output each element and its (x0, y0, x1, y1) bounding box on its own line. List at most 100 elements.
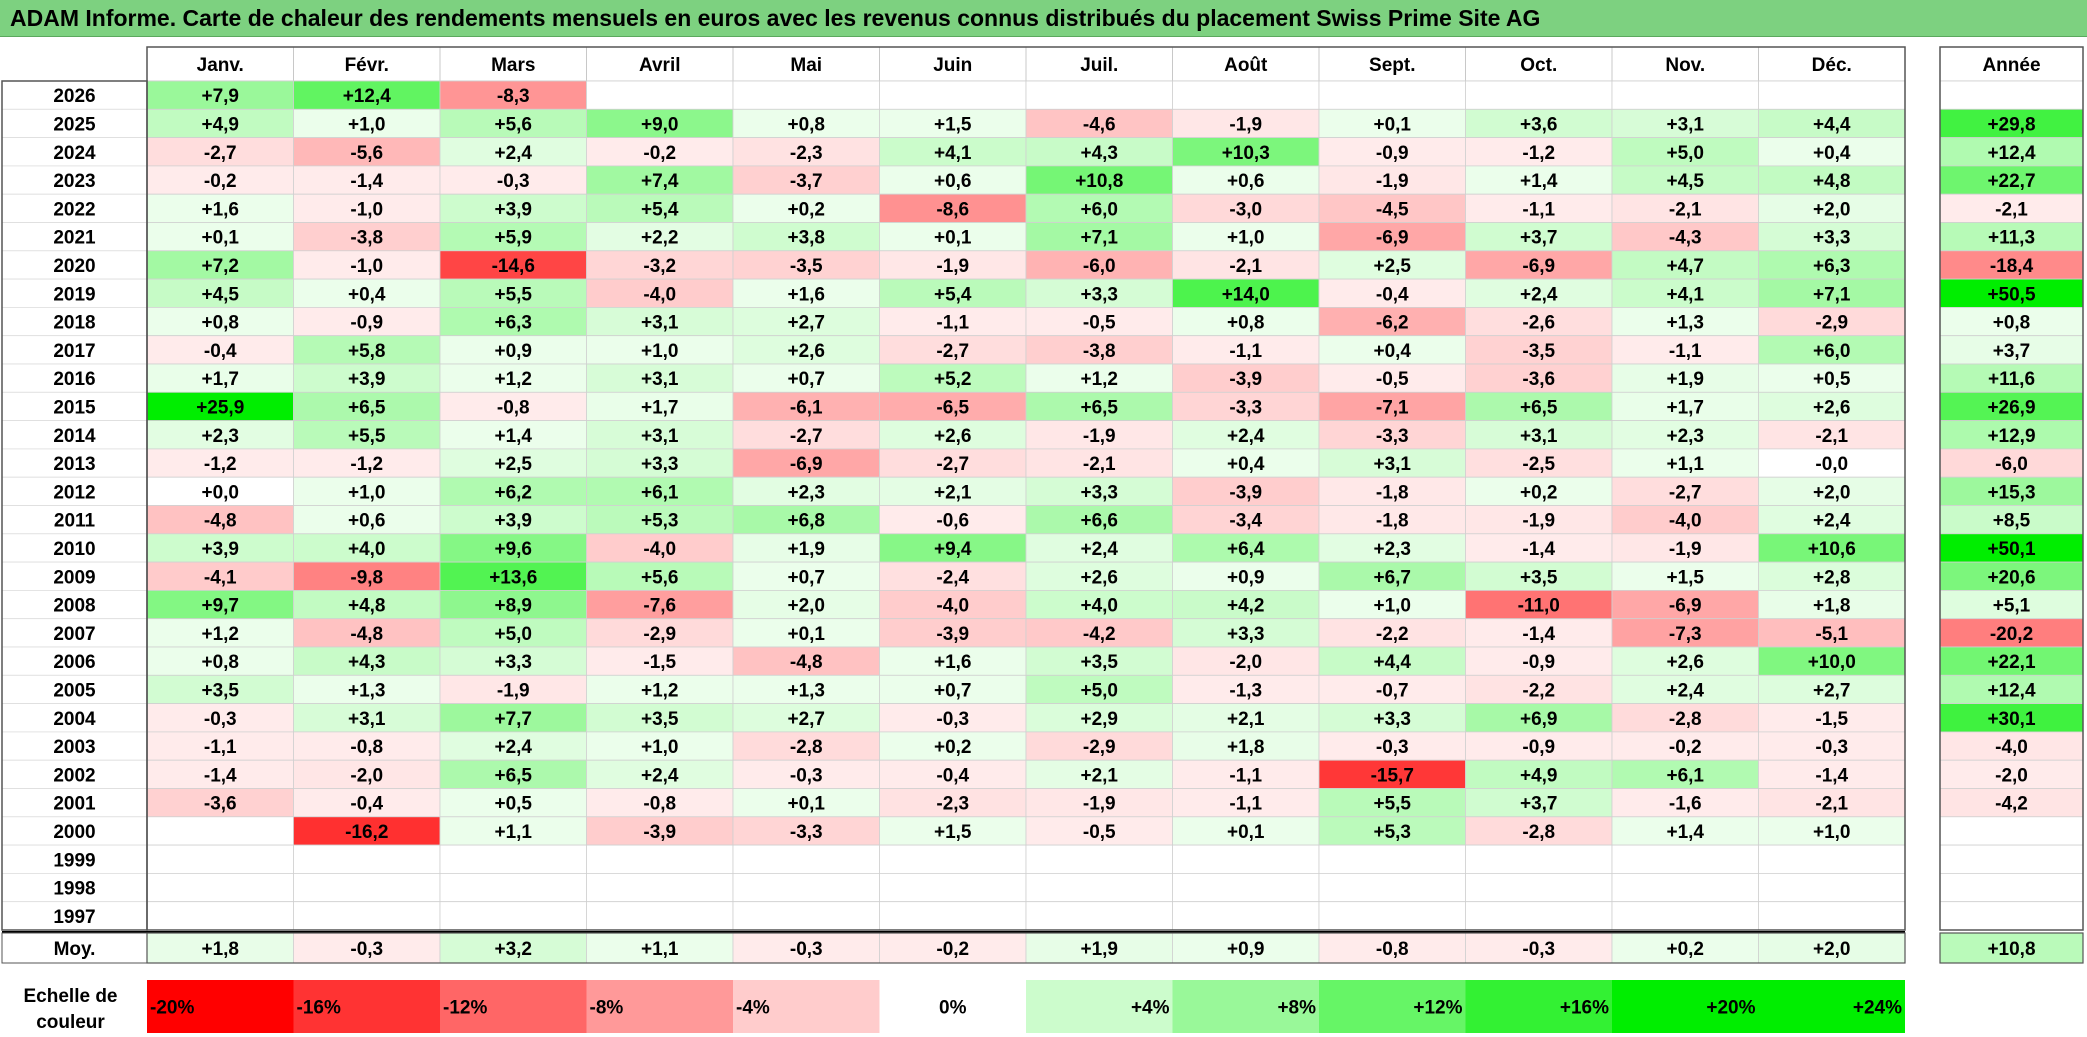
color-scale-label-value: +16% (1560, 998, 1609, 1019)
annual-value: -6,0 (1995, 454, 2028, 475)
annual-cell (1939, 901, 2084, 931)
annual-value: +50,5 (1987, 284, 2036, 305)
heatmap-cell (1172, 363, 1320, 393)
cell-value: +7,9 (201, 86, 239, 107)
heatmap-cell (439, 646, 587, 676)
heatmap-cell (586, 561, 734, 591)
heatmap-cell (1025, 193, 1173, 223)
cell-value: +3,3 (1813, 228, 1851, 249)
heatmap-cell (1318, 901, 1466, 931)
average-value: +1,1 (641, 939, 679, 960)
heatmap-cell (439, 788, 587, 818)
cell-value: +4,3 (348, 652, 386, 673)
cell-value: -1,4 (350, 171, 383, 192)
cell-value: -2,7 (936, 454, 969, 475)
annual-value: -20,2 (1990, 624, 2033, 645)
heatmap-cell (879, 703, 1027, 733)
heatmap-cell (1758, 901, 1906, 931)
cell-value: +14,0 (1222, 284, 1270, 305)
heatmap-cell (439, 250, 587, 280)
cell-value: +3,3 (494, 652, 532, 673)
heatmap-cell (439, 873, 587, 903)
cell-value: +5,4 (641, 199, 679, 220)
annual-value: -4,2 (1995, 794, 2028, 815)
cell-value: -3,3 (790, 822, 823, 843)
cell-value: +6,8 (787, 511, 825, 532)
cell-value: +6,0 (1813, 341, 1851, 362)
cell-value: +3,9 (348, 369, 386, 390)
average-cell (586, 932, 734, 964)
cell-value: -14,6 (492, 256, 535, 277)
cell-value: -1,5 (1815, 709, 1848, 730)
cell-value: +7,1 (1813, 284, 1851, 305)
heatmap-cell (439, 674, 587, 704)
average-value: -0,3 (350, 939, 383, 960)
cell-value: -6,9 (1669, 596, 1702, 617)
heatmap-cell (879, 448, 1027, 478)
year-label-cell (1, 448, 148, 478)
year-label-cell (1, 505, 148, 535)
year-label: 2018 (53, 313, 95, 334)
heatmap-cell (439, 759, 587, 789)
cell-value: +5,6 (494, 114, 532, 135)
annual-value: +50,1 (1987, 539, 2036, 560)
year-label: 2020 (53, 256, 95, 277)
heatmap-cell (1172, 448, 1320, 478)
cell-value: -3,3 (1229, 397, 1262, 418)
heatmap-cell (732, 618, 880, 648)
heatmap-cell (146, 816, 294, 846)
color-scale-swatch (293, 980, 440, 1033)
heatmap-cell (1758, 505, 1906, 535)
month-header: Déc. (1812, 55, 1852, 76)
cell-value: +3,3 (1373, 709, 1411, 730)
cell-value: +0,1 (1373, 114, 1411, 135)
color-scale-swatch (1758, 980, 1905, 1033)
annual-cell (1939, 391, 2084, 421)
month-header-cell (1611, 46, 1759, 82)
annual-cell (1939, 759, 2084, 789)
cell-value: +0,6 (934, 171, 972, 192)
heatmap-cell (1318, 505, 1466, 535)
heatmap-cell (1758, 108, 1906, 139)
average-frame (146, 932, 1906, 964)
cell-value: +3,1 (1373, 454, 1411, 475)
average-cell (1025, 932, 1173, 964)
cell-value: +4,7 (1666, 256, 1704, 277)
cell-value: +3,7 (1520, 228, 1558, 249)
cell-value: -1,1 (936, 313, 969, 334)
cell-value: +2,0 (1813, 199, 1851, 220)
cell-value: +0,7 (787, 567, 825, 588)
heatmap-cell (1611, 759, 1759, 789)
cell-value: -1,2 (1522, 143, 1555, 164)
heatmap-cell (1611, 674, 1759, 704)
heatmap-cell (732, 731, 880, 761)
cell-value: +0,4 (1373, 341, 1411, 362)
year-label: 2012 (53, 482, 95, 503)
heatmap-cell (1758, 873, 1906, 903)
heatmap-cell (1465, 391, 1613, 421)
heatmap-cell (879, 335, 1027, 365)
cell-value: +0,6 (348, 511, 386, 532)
year-label-cell (1, 278, 148, 308)
cell-value: -2,9 (1815, 313, 1848, 334)
heatmap-cell (1611, 108, 1759, 139)
average-value: +1,9 (1080, 939, 1118, 960)
cell-value: +5,0 (1666, 143, 1704, 164)
cell-value: +6,6 (1080, 511, 1118, 532)
cell-value: +10,0 (1808, 652, 1856, 673)
heatmap-cell (1758, 731, 1906, 761)
month-header: Juil. (1080, 55, 1118, 76)
cell-value: -3,4 (1229, 511, 1262, 532)
heatmap-cell (1318, 476, 1466, 506)
year-label-cell (1, 844, 148, 874)
heatmap-cell (586, 222, 734, 252)
cell-value: +1,2 (201, 624, 239, 645)
cell-value: +5,9 (494, 228, 532, 249)
year-label-cell (1, 816, 148, 846)
cell-value: +2,4 (1080, 539, 1118, 560)
month-header-cell (439, 46, 587, 82)
cell-value: -1,9 (497, 680, 530, 701)
heatmap-cell (1611, 788, 1759, 818)
heatmap-cell (1611, 731, 1759, 761)
year-label-cell (1, 561, 148, 591)
